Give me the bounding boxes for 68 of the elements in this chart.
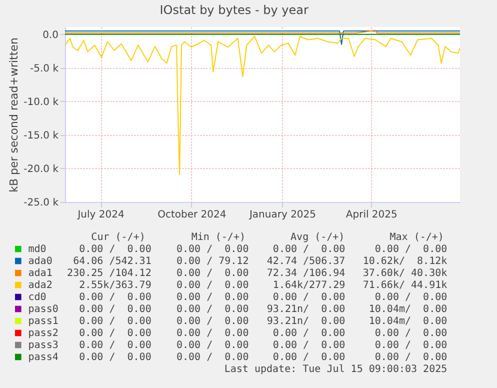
- text: Avg (-/+): [290, 232, 345, 243]
- legend-label: pass1: [28, 316, 58, 327]
- text: 0.00 / 0.00: [79, 340, 152, 351]
- x-tick-label: January 2025: [248, 210, 316, 220]
- text: 10.04m/ 0.00: [368, 316, 448, 327]
- text: 0.00 / 0.00: [79, 328, 152, 339]
- y-tick-label: 0.0: [42, 30, 58, 41]
- text: 0.00 / 0.00: [176, 268, 249, 279]
- text: 93.21n/ 0.00: [266, 304, 346, 315]
- text: 93.21n/ 0.00: [266, 316, 346, 327]
- y-axis-title: kB per second read+written: [8, 38, 21, 192]
- text: 1.64k/277.29: [272, 280, 346, 291]
- text: 0.00 / 0.00: [79, 304, 152, 315]
- text: 0.00 / 0.00: [374, 340, 448, 351]
- text: 0.00 / 0.00: [176, 328, 249, 339]
- text: 0.00 / 0.00: [176, 244, 249, 255]
- text: 10.62k/ 8.12k: [362, 256, 448, 267]
- text: 2.55k/363.79: [79, 280, 152, 291]
- text: 0.00 / 0.00: [272, 244, 346, 255]
- text: 0.00 / 0.00: [176, 340, 249, 351]
- text: 0.00 / 0.00: [272, 352, 346, 363]
- text: 0.00 / 0.00: [374, 244, 448, 255]
- x-tick-label: October 2024: [158, 210, 226, 220]
- legend-label: md0: [28, 244, 46, 255]
- legend-label: ada1: [28, 268, 52, 279]
- text: Last update: Tue Jul 15 09:00:03 2025: [224, 364, 448, 375]
- y-tick-label: -5.0 k: [30, 63, 59, 74]
- text: 42.74 /506.37: [266, 256, 346, 267]
- text: 0.00 / 0.00: [176, 304, 249, 315]
- text: 37.60k/ 40.30k: [362, 268, 448, 279]
- text: Max (-/+): [390, 232, 444, 243]
- x-tick-label: April 2025: [346, 210, 398, 220]
- text: 0.00 / 0.00: [272, 292, 346, 303]
- text: 10.04m/ 0.00: [368, 304, 448, 315]
- text: 0.00 / 0.00: [176, 352, 249, 363]
- text: 0.00 / 0.00: [272, 340, 346, 351]
- text: Cur (-/+): [91, 232, 146, 243]
- legend-label: pass2: [28, 328, 58, 339]
- text: 0.00 / 0.00: [176, 316, 249, 327]
- legend-label: ada0: [28, 256, 52, 267]
- legend-label: pass0: [28, 304, 58, 315]
- y-tick-label: -25.0 k: [24, 198, 59, 208]
- text: 0.00 / 0.00: [374, 292, 448, 303]
- text: 0.00 / 0.00: [272, 328, 346, 339]
- text: 72.34 /106.94: [266, 268, 346, 279]
- text: 230.25 /104.12: [67, 268, 152, 279]
- text: 0.00 / 0.00: [176, 292, 249, 303]
- text: 0.00 / 0.00: [374, 352, 448, 363]
- y-tick-label: -15.0 k: [24, 130, 59, 142]
- legend-label: pass4: [28, 352, 58, 363]
- text: Min (-/+): [191, 232, 246, 243]
- text: 0.00 / 0.00: [79, 352, 152, 363]
- chart-title: IOstat by bytes - by year: [160, 3, 308, 17]
- y-tick-label: -10.0 k: [24, 96, 59, 108]
- text: 0.00 / 0.00: [176, 280, 249, 291]
- text: 71.66k/ 44.91k: [362, 280, 448, 291]
- text: 0.00 / 0.00: [374, 328, 448, 339]
- y-tick-label: -20.0 k: [24, 164, 59, 175]
- text: 0.00 / 79.12: [176, 256, 249, 267]
- line-series: [65, 36, 460, 176]
- legend-label: ada2: [28, 280, 52, 291]
- text: 0.00 / 0.00: [79, 316, 152, 327]
- text: 0.00 / 0.00: [79, 292, 152, 303]
- text: 64.06 /542.31: [73, 256, 152, 267]
- legend-label: cd0: [28, 292, 46, 303]
- legend-label: pass3: [28, 340, 58, 351]
- text: 0.00 / 0.00: [79, 244, 152, 255]
- x-tick-label: July 2024: [76, 210, 124, 220]
